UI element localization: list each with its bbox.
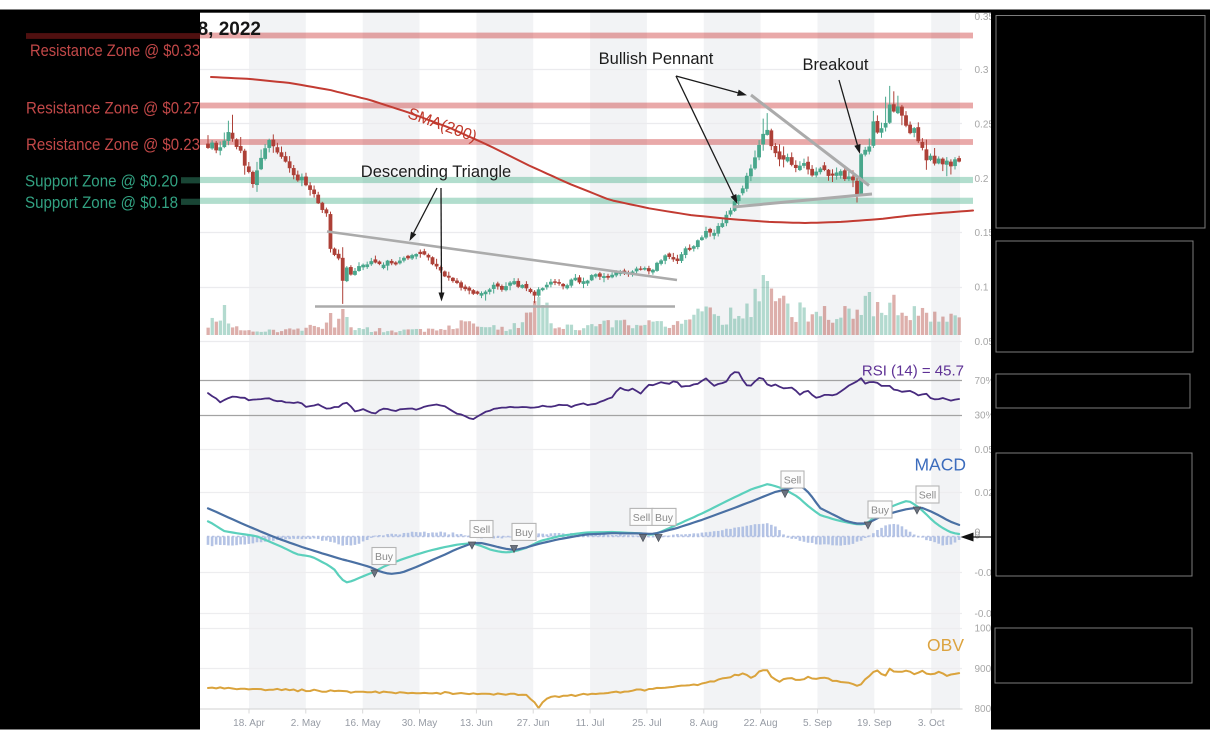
svg-text:Support Zone @ $0.20: Support Zone @ $0.20 <box>25 172 178 191</box>
svg-text:Breakout: Breakout <box>802 56 868 74</box>
svg-text:30%: 30% <box>975 411 995 422</box>
svg-text:0.05: 0.05 <box>975 445 995 456</box>
svg-text:Buy: Buy <box>515 527 534 539</box>
svg-text:0: 0 <box>975 531 981 542</box>
svg-text:70%: 70% <box>975 376 995 387</box>
svg-text:30. May: 30. May <box>402 718 438 729</box>
svg-text:19. Sep: 19. Sep <box>857 718 892 729</box>
svg-text:2. May: 2. May <box>291 718 321 729</box>
svg-text:0.3: 0.3 <box>975 65 989 76</box>
svg-text:MACD: MACD <box>914 455 966 475</box>
svg-text:800: 800 <box>975 704 992 715</box>
svg-text:13. Jun: 13. Jun <box>460 718 493 729</box>
svg-text:-0.05: -0.05 <box>975 609 998 620</box>
svg-text:Bullish Pennant: Bullish Pennant <box>599 50 714 68</box>
svg-text:Buy: Buy <box>655 512 674 524</box>
svg-text:Sell: Sell <box>784 475 802 487</box>
svg-text:Buy: Buy <box>375 551 394 563</box>
svg-text:Support Zone @ $0.18: Support Zone @ $0.18 <box>25 193 178 212</box>
svg-text:16. May: 16. May <box>345 718 381 729</box>
svg-text:25. Jul: 25. Jul <box>632 718 661 729</box>
svg-text:900: 900 <box>975 664 992 675</box>
svg-text:Resistance Zone @ $0.33: Resistance Zone @ $0.33 <box>30 41 200 60</box>
svg-text:Buy: Buy <box>871 505 890 517</box>
svg-text:0: 0 <box>975 527 981 539</box>
svg-text:18. Apr: 18. Apr <box>233 718 265 729</box>
svg-text:8. Aug: 8. Aug <box>690 718 718 729</box>
svg-text:Sell: Sell <box>919 490 937 502</box>
svg-text:3. Oct: 3. Oct <box>918 718 945 729</box>
svg-text:0.35: 0.35 <box>975 12 995 23</box>
svg-text:Resistance Zone @ $0.23: Resistance Zone @ $0.23 <box>26 135 200 154</box>
svg-text:0.15: 0.15 <box>975 228 995 239</box>
svg-text:Descending Triangle: Descending Triangle <box>361 163 511 181</box>
svg-text:0.02: 0.02 <box>975 488 995 499</box>
svg-text:Sell: Sell <box>473 524 491 536</box>
svg-text:RSI (14) = 45.7: RSI (14) = 45.7 <box>862 363 964 380</box>
svg-text:0.25: 0.25 <box>975 120 995 131</box>
svg-text:0.2: 0.2 <box>975 174 989 185</box>
svg-text:5. Sep: 5. Sep <box>803 718 832 729</box>
svg-text:22. Aug: 22. Aug <box>744 718 778 729</box>
svg-text:1000: 1000 <box>975 624 998 635</box>
svg-text:Sell: Sell <box>633 512 651 524</box>
svg-text:-0.02: -0.02 <box>975 568 998 579</box>
svg-text:OBV: OBV <box>927 635 964 655</box>
svg-text:0.1: 0.1 <box>975 283 989 294</box>
svg-text:0.05: 0.05 <box>975 337 995 348</box>
svg-text:27. Jun: 27. Jun <box>517 718 550 729</box>
svg-text:Resistance Zone @ $0.27: Resistance Zone @ $0.27 <box>26 99 200 118</box>
svg-text:11. Jul: 11. Jul <box>576 718 605 729</box>
